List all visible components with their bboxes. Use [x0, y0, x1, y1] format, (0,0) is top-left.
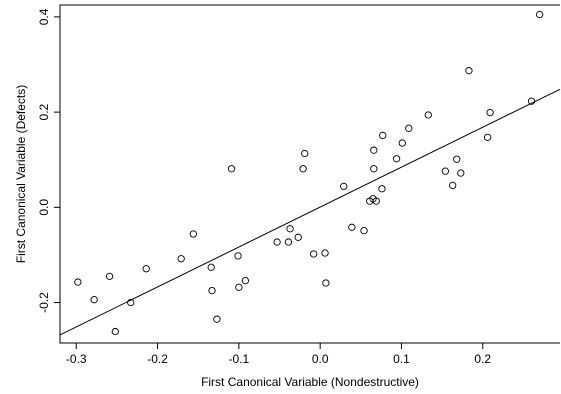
data-point — [372, 197, 380, 205]
data-point — [370, 165, 378, 173]
data-point — [483, 133, 492, 141]
data-point — [405, 124, 413, 132]
data-point — [105, 272, 114, 281]
data-point — [486, 108, 494, 117]
data-point — [213, 315, 221, 323]
data-point — [378, 185, 386, 193]
data-point — [273, 238, 281, 246]
data-point — [360, 227, 368, 235]
data-point — [207, 263, 215, 271]
data-point — [441, 167, 450, 175]
data-point — [235, 283, 243, 291]
data-point — [322, 279, 330, 287]
data-point — [227, 165, 236, 173]
y-tick-label: 0.4 — [37, 8, 51, 25]
data-point — [536, 10, 544, 19]
data-point — [286, 225, 294, 233]
data-point — [111, 327, 119, 336]
y-axis-title: First Canonical Variable (Defects) — [14, 85, 28, 264]
data-point — [348, 223, 356, 231]
data-point — [398, 139, 406, 147]
x-tick-label: 0.0 — [312, 352, 329, 366]
x-tick-label: -0.3 — [66, 352, 87, 366]
regression-line — [59, 88, 561, 336]
x-tick-label: 0.1 — [393, 352, 410, 366]
data-point — [294, 233, 302, 241]
data-point — [424, 111, 432, 119]
data-point — [321, 249, 329, 257]
data-point — [527, 97, 536, 105]
x-axis-ticks: -0.3 -0.2 -0.1 0.0 0.1 0.2 — [66, 343, 491, 366]
data-point — [340, 182, 348, 191]
data-point — [301, 149, 309, 158]
x-tick-label: -0.2 — [147, 352, 168, 366]
x-tick-label: -0.1 — [229, 352, 250, 366]
data-point — [177, 255, 185, 263]
data-point — [310, 250, 318, 258]
data-point — [127, 298, 135, 307]
data-point — [142, 265, 150, 273]
data-point — [449, 181, 457, 190]
data-point — [370, 146, 378, 154]
data-point — [90, 296, 98, 304]
data-point — [457, 169, 465, 177]
fit-line-layer — [59, 88, 561, 336]
data-point — [208, 286, 216, 295]
data-point — [392, 155, 401, 163]
x-axis-title: First Canonical Variable (Nondestructive… — [201, 375, 419, 389]
y-tick-label: 0.0 — [37, 199, 51, 216]
data-point — [284, 238, 293, 246]
plot-frame — [59, 4, 560, 344]
data-point — [465, 67, 473, 75]
data-point — [74, 278, 82, 286]
data-point — [241, 276, 250, 285]
y-tick-label: -0.2 — [37, 292, 51, 313]
data-points — [74, 10, 544, 336]
data-point — [234, 252, 242, 260]
plot-border — [59, 4, 560, 344]
data-point — [453, 155, 461, 163]
data-point — [299, 165, 307, 173]
data-point — [379, 131, 387, 140]
y-axis-ticks: -0.2 0.0 0.2 0.4 — [37, 8, 60, 313]
data-point — [189, 230, 197, 238]
x-tick-label: 0.2 — [474, 352, 491, 366]
y-tick-label: 0.2 — [37, 103, 51, 120]
